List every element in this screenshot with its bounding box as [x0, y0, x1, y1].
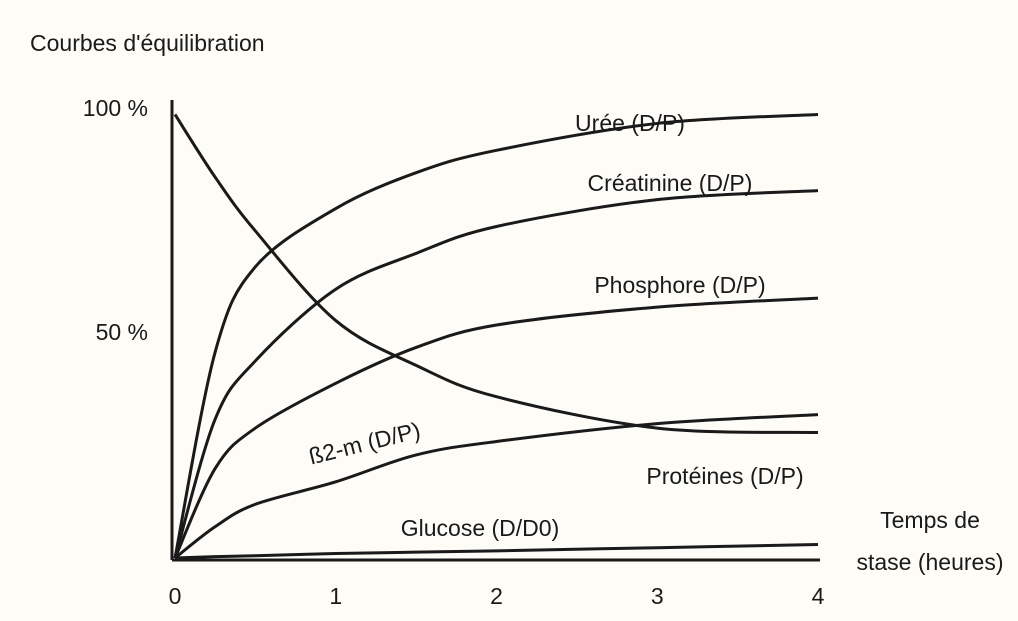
- curve: [173, 112, 819, 559]
- curve-label: Glucose (D/D0): [401, 515, 559, 541]
- y-tick-label: 100 %: [83, 95, 148, 121]
- x-tick-label: 0: [169, 583, 182, 609]
- x-axis-label: Temps de: [880, 507, 980, 533]
- curve: [174, 413, 819, 560]
- x-tick-label: 3: [651, 583, 664, 609]
- curve: [173, 189, 819, 559]
- x-axis-label: stase (heures): [856, 549, 1003, 575]
- x-tick-label: 4: [812, 583, 825, 609]
- curve-label: Créatinine (D/P): [588, 170, 753, 196]
- curve-label: Protéines (D/P): [646, 463, 803, 489]
- curve-label: Urée (D/P): [575, 110, 685, 136]
- curve: [173, 113, 819, 435]
- x-tick-label: 2: [490, 583, 503, 609]
- x-tick-label: 1: [329, 583, 342, 609]
- curve: [173, 296, 819, 559]
- y-tick-label: 50 %: [96, 319, 148, 345]
- curve-label: Phosphore (D/P): [594, 272, 765, 298]
- chart-title: Courbes d'équilibration: [30, 30, 265, 56]
- curve: [174, 543, 819, 560]
